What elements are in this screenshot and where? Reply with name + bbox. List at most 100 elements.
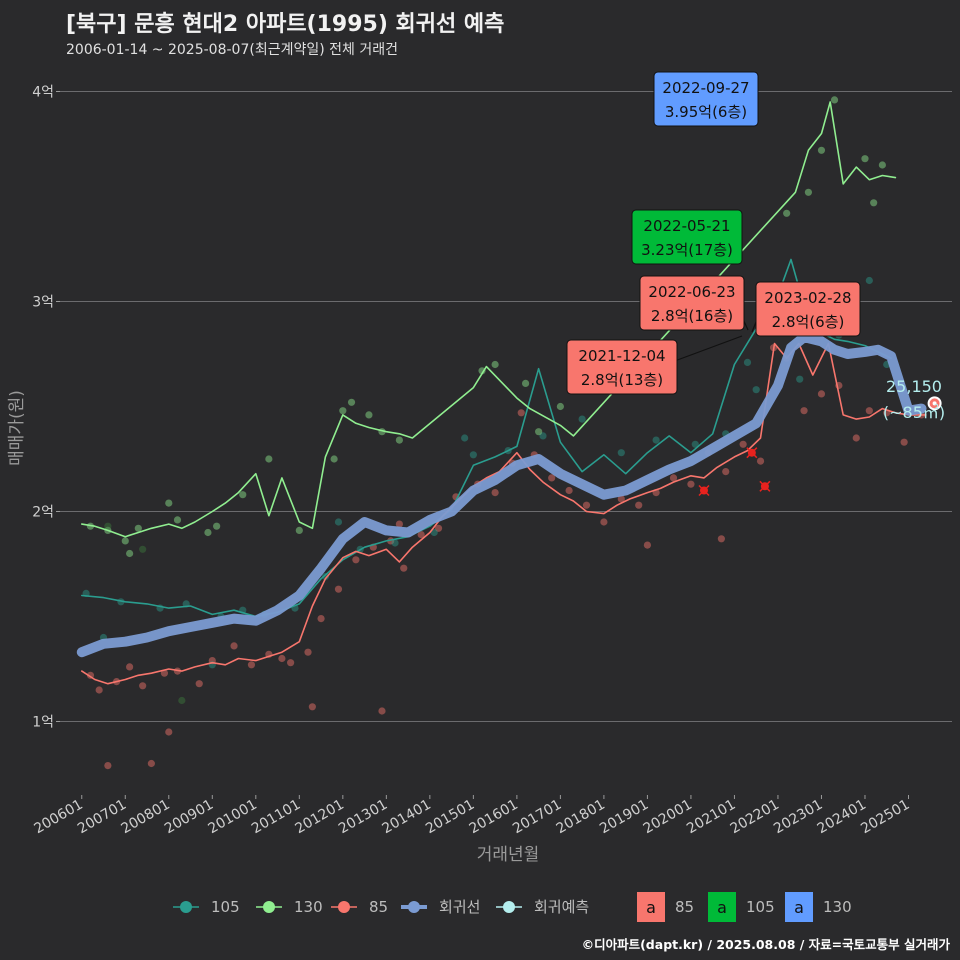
legend-box-swatch — [637, 892, 665, 922]
grid-layer — [60, 91, 952, 722]
callout-2022-09-27: 2022-09-27 3.95억(6층) — [653, 71, 759, 127]
scatter-point-130 — [817, 146, 826, 154]
scatter-point-85 — [756, 457, 765, 465]
scatter-point-85 — [900, 438, 908, 446]
scatter-point-85 — [147, 759, 155, 768]
scatter-point-85 — [278, 654, 286, 663]
legend-box-105: a 105 — [708, 892, 775, 922]
scatter-point-85 — [434, 524, 443, 532]
x-tick-label: 202301 — [771, 797, 825, 838]
scatter-point-85 — [517, 409, 525, 417]
scatter-point-130 — [478, 367, 486, 375]
scatter-point-85 — [230, 642, 238, 650]
legend-label: 105 — [211, 898, 240, 916]
legend: 105 130 85 회귀선 회귀예측 a 85 a 105 a 130 — [173, 892, 852, 922]
scatter-point-85 — [582, 501, 591, 509]
scatter-point-130 — [339, 407, 347, 415]
y-tick-label: 4억 — [32, 85, 54, 101]
scatter-point-105 — [539, 432, 547, 440]
legend-box-130: a 130 — [785, 892, 852, 922]
scatter-point-85 — [817, 390, 826, 398]
x-tick-label: 201901 — [597, 797, 651, 838]
legend-label: 130 — [294, 898, 323, 916]
scatter-point-130 — [521, 379, 530, 387]
x-tick-label: 201701 — [510, 797, 564, 838]
legend-box-85: a 85 — [637, 892, 694, 922]
x-tick-label: 200601 — [31, 797, 85, 838]
scatter-point-85 — [852, 434, 860, 442]
scatter-point-85 — [304, 648, 312, 656]
callout-box — [566, 339, 678, 395]
legend-item-105: 105 — [173, 898, 240, 916]
legend-box-swatch — [785, 892, 813, 922]
forecast-value-label: 25,150 — [886, 377, 942, 396]
callout-2022-05-21: 2022-05-21 3.23억(17층) — [631, 209, 743, 265]
chart-subtitle: 2006-01-14 ~ 2025-08-07(최근계약일) 전체 거래건 — [66, 42, 398, 58]
scatter-point-130 — [104, 522, 112, 530]
scatter-point-130 — [178, 696, 186, 705]
forecast-area-label: (~85㎡) — [883, 403, 945, 422]
scatter-point-105 — [743, 358, 752, 366]
scatter-point-130 — [239, 491, 247, 499]
scatter-point-85 — [352, 556, 360, 564]
x-tick-label: 200801 — [118, 797, 172, 838]
legend-swatch-dot — [408, 901, 420, 913]
legend-label: 회귀선 — [439, 898, 480, 916]
annotation-layer: 25,150 (~85㎡) 2022-09-27 3.95억(6층) 2022-05-2… — [566, 71, 945, 497]
series-line-130 — [81, 101, 897, 538]
scatter-point-130 — [491, 360, 499, 369]
legend-label: 85 — [369, 898, 388, 916]
callout-2022-06-23: 2022-06-23 2.8억(16층) — [639, 275, 745, 331]
scatter-point-85 — [565, 486, 573, 495]
scatter-point-85 — [635, 501, 643, 509]
callout-2021-12-04: 2021-12-04 2.8억(13층) — [566, 339, 678, 395]
scatter-point-130 — [173, 516, 182, 524]
callout-leader — [671, 335, 743, 363]
x-tick-label: 200901 — [162, 797, 216, 838]
x-tick-label: 202401 — [815, 797, 869, 838]
scatter-point-130 — [213, 522, 221, 530]
scatter-point-130 — [365, 411, 373, 419]
legend-box-letter: a — [646, 898, 656, 917]
scatter-point-130 — [295, 526, 303, 535]
scatter-point-85 — [334, 585, 343, 593]
callout-date: 2022-05-21 — [643, 217, 730, 235]
legend-swatch-dot — [180, 901, 192, 913]
scatter-point-130 — [878, 161, 886, 169]
scatter-point-130 — [870, 199, 878, 207]
callout-price: 2.8억(16층) — [651, 307, 733, 325]
regression-line — [76, 332, 927, 658]
highlight-x-mark — [759, 480, 771, 492]
legend-box-label: 105 — [746, 898, 775, 916]
y-tick-label: 2억 — [32, 505, 54, 521]
callout-box — [631, 209, 743, 265]
scatter-point-85 — [491, 489, 499, 497]
scatter-point-85 — [195, 680, 203, 688]
x-tick-label: 200701 — [75, 797, 129, 838]
scatter-point-130 — [134, 524, 142, 532]
scatter-point-85 — [160, 669, 169, 677]
scatter-point-85 — [378, 707, 386, 715]
legend-box-label: 85 — [675, 898, 694, 916]
scatter-point-105 — [430, 528, 438, 537]
callout-price: 3.23억(17층) — [641, 241, 733, 259]
legend-swatch-dot — [338, 901, 350, 913]
x-tick-label: 202001 — [641, 797, 695, 838]
scatter-point-85 — [643, 541, 652, 549]
y-tick-label: 3억 — [32, 295, 54, 311]
scatter-point-85 — [687, 480, 695, 488]
scatter-point-105 — [652, 436, 660, 444]
scatter-point-130 — [347, 398, 356, 406]
scatter-point-130 — [330, 455, 338, 463]
legend-swatch-dot — [503, 901, 515, 913]
callout-box — [639, 275, 745, 331]
callout-price: 2.8억(6층) — [772, 313, 845, 331]
scatter-point-130 — [126, 549, 134, 558]
x-tick-label: 202101 — [684, 797, 738, 838]
scatter-point-85 — [165, 728, 173, 736]
scatter-point-85 — [139, 682, 147, 690]
scatter-point-85 — [400, 564, 408, 572]
callout-box — [755, 281, 861, 337]
scatter-point-85 — [617, 495, 625, 503]
line-layer — [76, 101, 927, 685]
